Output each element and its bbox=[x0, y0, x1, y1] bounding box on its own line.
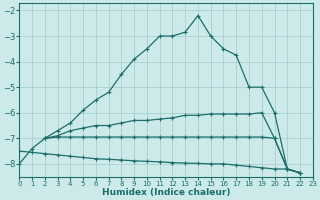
X-axis label: Humidex (Indice chaleur): Humidex (Indice chaleur) bbox=[102, 188, 230, 197]
